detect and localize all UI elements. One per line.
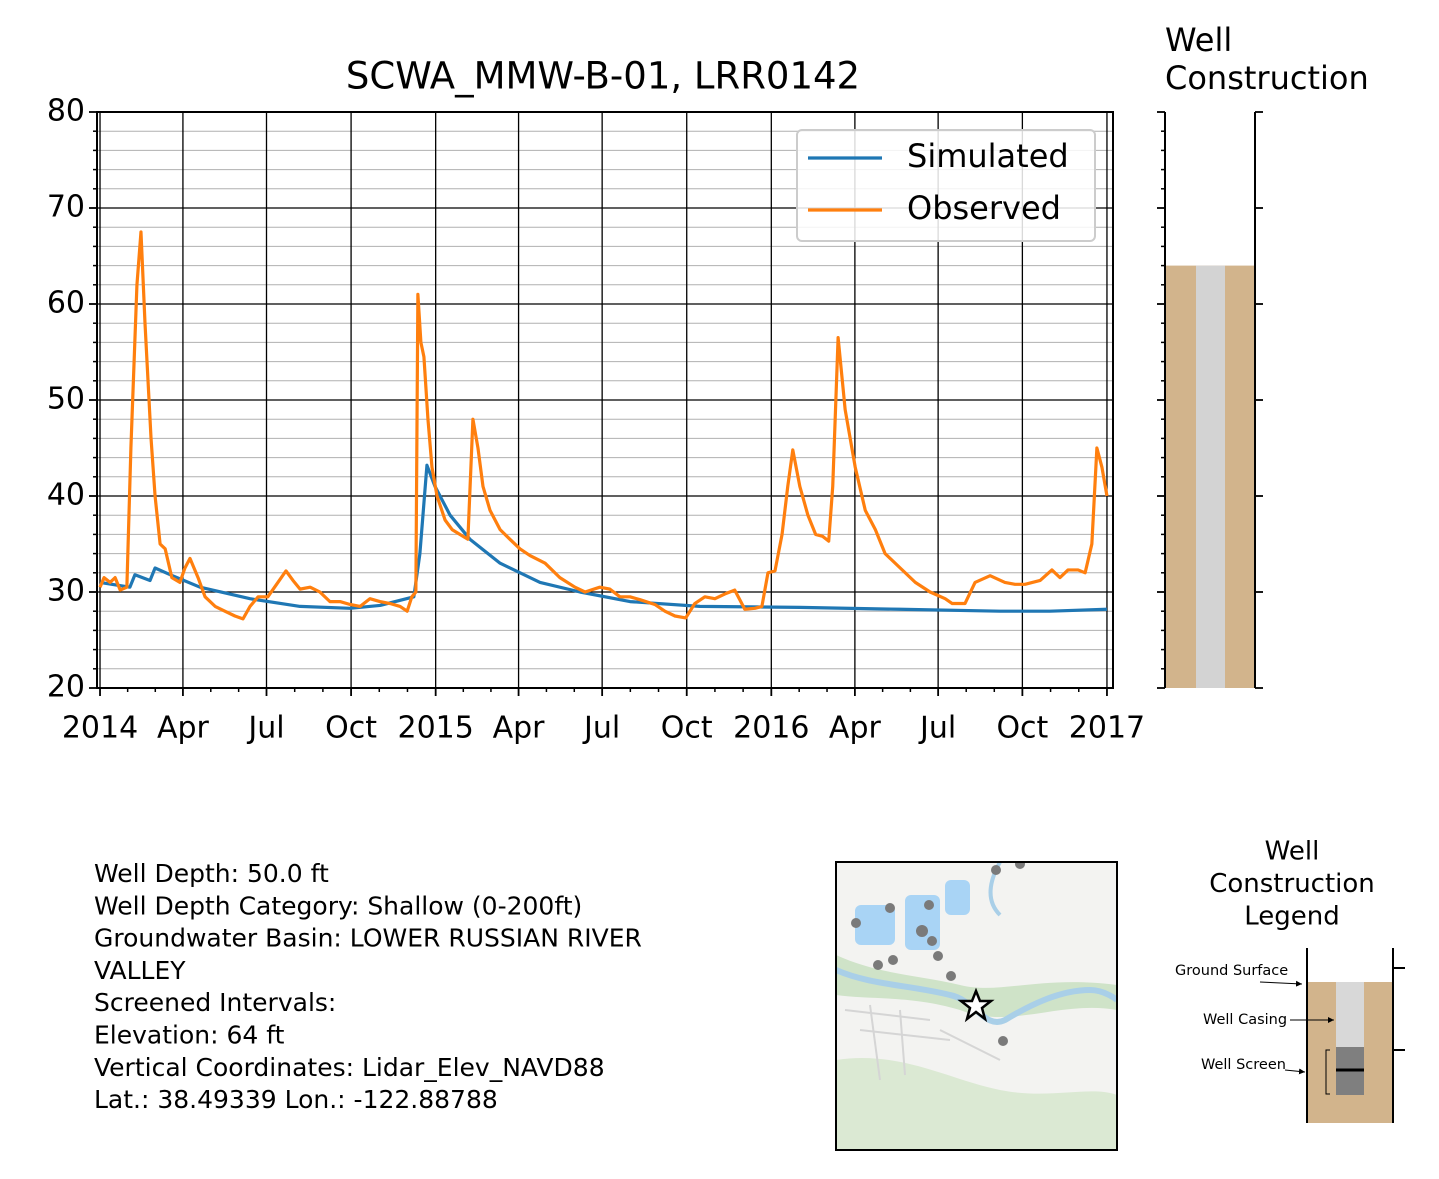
chart-title: SCWA_MMW-B-01, LRR0142 <box>346 55 860 98</box>
legend-diagram-title: Well <box>1265 837 1320 867</box>
x-tick-label: 2015 <box>397 711 473 746</box>
x-tick-label: Apr <box>829 711 882 746</box>
plot-frame <box>96 111 1114 689</box>
x-tick-label: 2016 <box>733 711 809 746</box>
y-tick-label: 30 <box>47 574 85 609</box>
info-line: Lat.: 38.49339 Lon.: -122.88788 <box>94 1085 498 1114</box>
well-title: Construction <box>1165 59 1369 97</box>
legend-diagram-label: Well Screen <box>1201 1057 1286 1073</box>
location-map <box>836 862 1117 1150</box>
x-tick-label: 2014 <box>62 711 138 746</box>
y-tick-label: 40 <box>47 478 85 513</box>
x-tick-label: Apr <box>157 711 210 746</box>
legend-label: Observed <box>907 189 1061 227</box>
x-tick-label: Jul <box>246 711 284 746</box>
plot-lines <box>98 230 1109 621</box>
y-tick-label: 70 <box>47 190 85 225</box>
series-line <box>99 463 1108 613</box>
y-tick-label: 80 <box>47 94 85 129</box>
x-tick-label: Jul <box>918 711 956 746</box>
info-line: Well Depth Category: Shallow (0-200ft) <box>94 891 582 920</box>
casing <box>1196 265 1225 688</box>
x-tick-label: Jul <box>582 711 620 746</box>
x-tick-label: Oct <box>996 711 1048 746</box>
legend-label: Simulated <box>907 137 1069 175</box>
legend-diagram-title: Construction <box>1209 869 1375 899</box>
x-tick-label: Apr <box>493 711 546 746</box>
info-line: Elevation: 64 ft <box>94 1021 285 1050</box>
legend-diagram-label: Well Casing <box>1203 1012 1287 1028</box>
y-tick-label: 60 <box>47 286 85 321</box>
y-tick-label: 50 <box>47 382 85 417</box>
map-frame <box>835 861 1118 1151</box>
legend-diagram-title: Legend <box>1244 902 1340 932</box>
info-line: VALLEY <box>94 956 186 985</box>
info-line: Vertical Coordinates: Lidar_Elev_NAVD88 <box>94 1053 605 1082</box>
series-line <box>98 230 1109 621</box>
info-line: Groundwater Basin: LOWER RUSSIAN RIVER <box>94 924 642 953</box>
legend-diagram-label: Ground Surface <box>1175 963 1288 979</box>
x-tick-label: 2017 <box>1069 711 1145 746</box>
x-tick-label: Oct <box>661 711 713 746</box>
legend-diagram <box>1259 948 1405 1123</box>
y-tick-label: 20 <box>47 670 85 705</box>
info-line: Well Depth: 50.0 ft <box>94 859 329 888</box>
well-title: Well <box>1165 21 1232 59</box>
info-line: Screened Intervals: <box>94 988 336 1017</box>
x-tick-label: Oct <box>325 711 377 746</box>
